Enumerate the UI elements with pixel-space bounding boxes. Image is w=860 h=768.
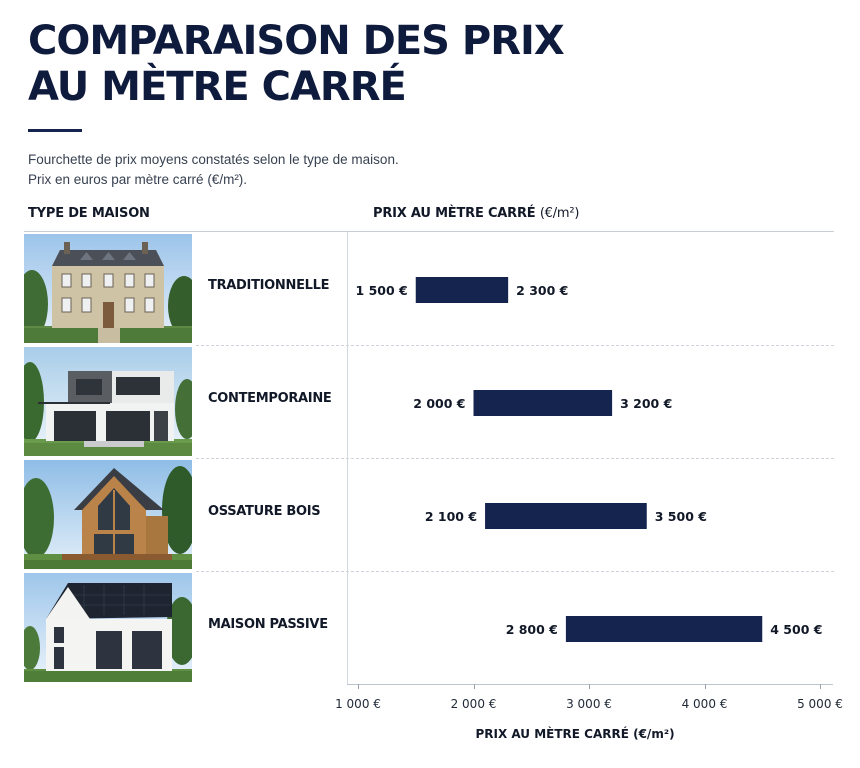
x-axis-title: PRIX AU MÈTRE CARRÉ (€/m²) xyxy=(475,727,675,741)
row-traditionnelle: TRADITIONNELLE xyxy=(24,232,834,345)
min-price-label-1: 1 500 € xyxy=(356,283,408,298)
x-tick-mark xyxy=(820,684,821,689)
range-bar-4 xyxy=(565,616,763,642)
range-bar-1 xyxy=(415,277,509,303)
max-price-label-3: 3 500 € xyxy=(655,509,707,524)
x-tick-label: 2 000 € xyxy=(450,697,497,711)
row-divider xyxy=(196,571,834,572)
timber-frame-house-image xyxy=(24,460,192,569)
x-tick-label: 1 000 € xyxy=(335,697,381,711)
header-divider xyxy=(24,231,834,232)
subtitle-line-2: Prix en euros par mètre carré (€/m²). xyxy=(28,172,248,187)
title-line-2: AU MÈTRE CARRÉ xyxy=(28,64,407,110)
column-header-type: TYPE DE MAISON xyxy=(28,206,150,221)
min-price-label-3: 2 100 € xyxy=(425,509,477,524)
column-header-price: PRIX AU MÈTRE CARRÉ (€/m²) xyxy=(373,206,579,221)
range-bar-3 xyxy=(485,503,647,529)
x-tick-label: 4 000 € xyxy=(681,697,728,711)
row-label-maison-passive: MAISON PASSIVE xyxy=(208,617,328,632)
max-price-label-4: 4 500 € xyxy=(770,622,822,637)
x-tick-mark xyxy=(473,684,475,689)
range-bar-2 xyxy=(473,390,613,416)
row-divider xyxy=(196,458,834,459)
row-ossature-bois: OSSATURE BOIS xyxy=(24,458,834,571)
row-contemporaine: CONTEMPORAINE xyxy=(24,345,834,458)
column-header-price-unit: (€/m²) xyxy=(539,206,580,221)
row-label-traditionnelle: TRADITIONNELLE xyxy=(208,278,330,293)
x-tick-mark xyxy=(589,684,590,689)
row-label-ossature-bois: OSSATURE BOIS xyxy=(208,504,321,519)
x-tick-label: 3 000 € xyxy=(566,697,612,711)
subtitle: Fourchette de prix moyens constatés selo… xyxy=(28,150,628,190)
passive-house-image xyxy=(24,573,192,682)
contemporary-house-image xyxy=(24,347,192,456)
title-underline xyxy=(28,129,82,132)
min-price-label-4: 2 800 € xyxy=(506,622,558,637)
x-tick-label: 5 000 € xyxy=(797,697,843,711)
x-axis-line xyxy=(347,684,833,685)
subtitle-line-1: Fourchette de prix moyens constatés selo… xyxy=(28,152,399,167)
column-header-price-label: PRIX AU MÈTRE CARRÉ xyxy=(373,206,536,221)
row-maison-passive: MAISON PASSIVE xyxy=(24,571,834,684)
min-price-label-2: 2 000 € xyxy=(413,396,465,411)
traditional-stone-house-image xyxy=(24,234,192,343)
title-line-1: COMPARAISON DES PRIX xyxy=(28,18,565,64)
max-price-label-2: 3 200 € xyxy=(620,396,672,411)
plot-left-border xyxy=(347,232,348,684)
page-title: COMPARAISON DES PRIX AU MÈTRE CARRÉ xyxy=(28,18,668,110)
max-price-label-1: 2 300 € xyxy=(516,283,568,298)
row-label-contemporaine: CONTEMPORAINE xyxy=(208,391,332,406)
x-tick-mark xyxy=(358,684,359,689)
row-divider xyxy=(196,345,834,346)
x-tick-mark xyxy=(704,684,706,689)
